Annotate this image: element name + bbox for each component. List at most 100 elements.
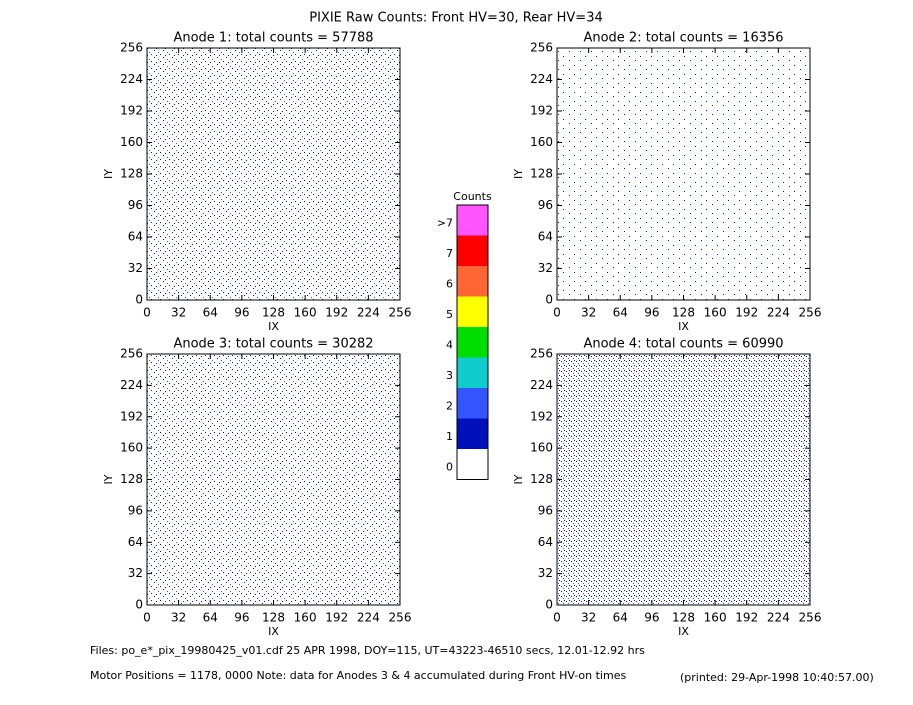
x-axis-label: IX [678, 320, 689, 333]
x-axis-label: IX [268, 625, 279, 638]
panel-title: Anode 3: total counts = 30282 [173, 337, 373, 352]
x-tick-label: 64 [613, 306, 628, 320]
y-tick-label: 224 [120, 72, 143, 86]
colorbar-label: 5 [446, 308, 453, 321]
color-swatch [457, 388, 488, 419]
color-swatch [457, 235, 488, 266]
count-image [557, 48, 810, 300]
x-tick-label: 128 [262, 611, 285, 625]
y-tick-label: 96 [538, 198, 553, 212]
x-tick-label: 224 [767, 611, 790, 625]
y-tick-label: 160 [120, 441, 143, 455]
color-swatch [457, 449, 488, 480]
panel-title: Anode 4: total counts = 60990 [583, 337, 783, 352]
y-tick-label: 256 [530, 347, 553, 361]
y-tick-label: 64 [538, 230, 553, 244]
y-tick-label: 32 [128, 566, 143, 580]
x-tick-label: 32 [171, 306, 186, 320]
footer-printed: (printed: 29-Apr-1998 10:40:57.00) [680, 671, 874, 684]
footer-files: Files: po_e*_pix_19980425_v01.cdf 25 APR… [90, 644, 645, 657]
y-tick-label: 128 [120, 472, 143, 486]
y-tick-label: 0 [545, 598, 553, 612]
y-tick-label: 32 [538, 566, 553, 580]
colorbar-label: 1 [446, 430, 453, 443]
x-tick-label: 192 [325, 611, 348, 625]
x-tick-label: 128 [672, 611, 695, 625]
x-tick-label: 160 [294, 306, 317, 320]
color-swatch [457, 418, 488, 449]
y-tick-label: 0 [545, 293, 553, 307]
y-tick-label: 96 [128, 503, 143, 517]
colorbar-title: Counts [453, 190, 492, 203]
x-tick-label: 64 [613, 611, 628, 625]
x-tick-label: 160 [294, 611, 317, 625]
y-axis-label: IY [102, 169, 115, 179]
x-tick-label: 160 [704, 611, 727, 625]
count-image [147, 48, 400, 300]
color-swatch [457, 296, 488, 327]
y-tick-label: 192 [530, 409, 553, 423]
panel-title: Anode 1: total counts = 57788 [173, 31, 373, 46]
x-axis-label: IX [268, 320, 279, 333]
y-tick-label: 0 [135, 293, 143, 307]
x-tick-label: 192 [735, 306, 758, 320]
y-axis-label: IY [512, 474, 525, 484]
y-tick-label: 96 [128, 198, 143, 212]
colorbar-label: 0 [446, 460, 453, 473]
colorbar-label: 3 [446, 369, 453, 382]
y-tick-label: 128 [530, 167, 553, 181]
x-tick-label: 256 [799, 611, 822, 625]
y-tick-label: 64 [538, 535, 553, 549]
y-axis-label: IY [102, 474, 115, 484]
x-tick-label: 128 [672, 306, 695, 320]
x-tick-label: 256 [389, 306, 412, 320]
x-tick-label: 0 [143, 611, 151, 625]
x-tick-label: 192 [735, 611, 758, 625]
y-tick-label: 64 [128, 535, 143, 549]
colorbar-frame [456, 204, 489, 480]
x-tick-label: 0 [553, 306, 561, 320]
x-tick-label: 32 [581, 611, 596, 625]
panel-title: Anode 2: total counts = 16356 [583, 31, 783, 46]
x-tick-label: 224 [767, 306, 790, 320]
count-image [147, 354, 400, 605]
color-swatch [457, 327, 488, 358]
y-tick-label: 256 [120, 41, 143, 55]
colorbar-label: 4 [446, 338, 453, 351]
y-tick-label: 160 [530, 135, 553, 149]
y-tick-label: 192 [530, 104, 553, 118]
x-tick-label: 0 [553, 611, 561, 625]
x-tick-label: 32 [581, 306, 596, 320]
y-tick-label: 224 [120, 378, 143, 392]
x-axis-label: IX [678, 625, 689, 638]
x-tick-label: 96 [644, 306, 659, 320]
x-tick-label: 96 [234, 306, 249, 320]
y-axis-label: IY [512, 169, 525, 179]
x-tick-label: 128 [262, 306, 285, 320]
y-tick-label: 128 [530, 472, 553, 486]
x-tick-label: 96 [234, 611, 249, 625]
x-tick-label: 64 [203, 306, 218, 320]
x-tick-label: 224 [357, 306, 380, 320]
color-swatch [457, 205, 488, 236]
x-tick-label: 96 [644, 611, 659, 625]
x-tick-label: 64 [203, 611, 218, 625]
figure-title: PIXIE Raw Counts: Front HV=30, Rear HV=3… [309, 11, 603, 26]
x-tick-label: 256 [799, 306, 822, 320]
y-tick-label: 96 [538, 503, 553, 517]
x-tick-label: 160 [704, 306, 727, 320]
x-tick-label: 32 [171, 611, 186, 625]
x-tick-label: 256 [389, 611, 412, 625]
y-tick-label: 256 [530, 41, 553, 55]
color-swatch [457, 357, 488, 388]
y-tick-label: 256 [120, 347, 143, 361]
x-tick-label: 0 [143, 306, 151, 320]
y-tick-label: 0 [135, 598, 143, 612]
colorbar-label: 2 [446, 399, 453, 412]
y-tick-label: 160 [530, 441, 553, 455]
y-tick-label: 160 [120, 135, 143, 149]
count-image [557, 354, 810, 605]
y-tick-label: 192 [120, 409, 143, 423]
x-tick-label: 224 [357, 611, 380, 625]
